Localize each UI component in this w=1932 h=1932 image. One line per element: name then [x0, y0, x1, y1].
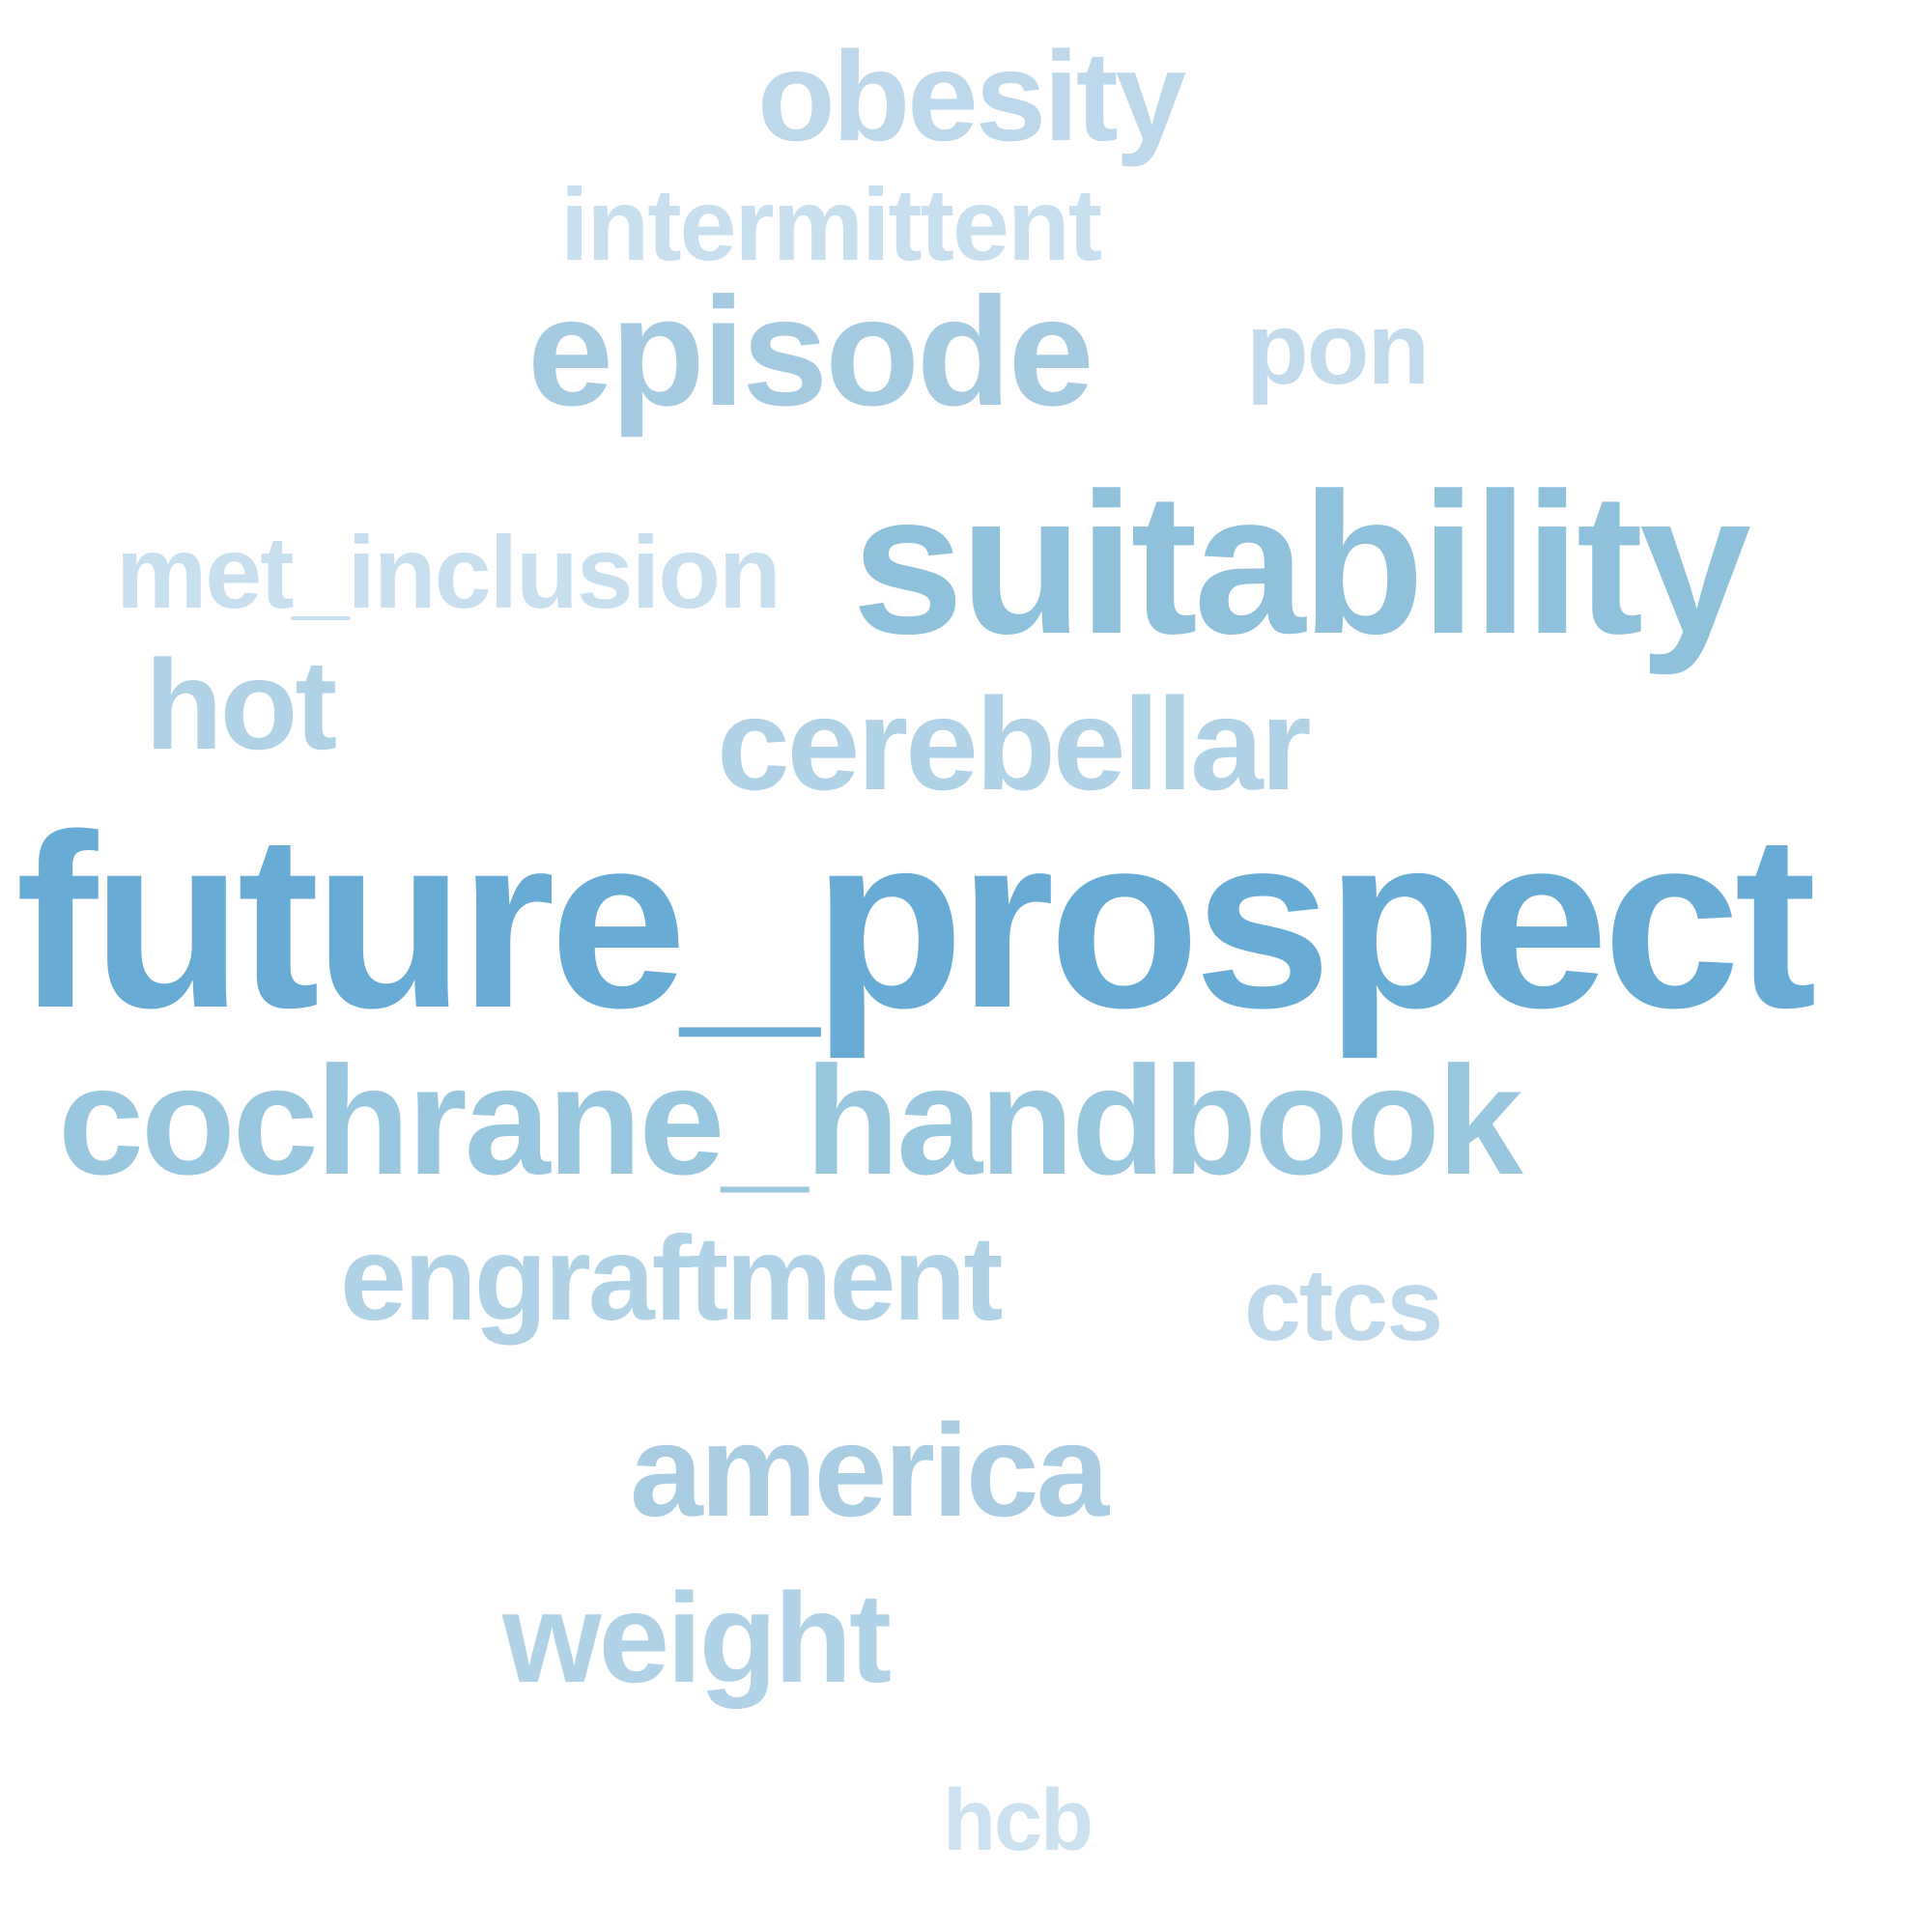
word-engraftment: engraftment — [340, 1212, 1004, 1346]
word-obesity: obesity — [757, 25, 1186, 167]
word-future-prospect: future_prospect — [15, 783, 1817, 1060]
word-intermittent: intermittent — [560, 168, 1102, 282]
word-pon: pon — [1246, 292, 1430, 406]
word-america: america — [630, 1397, 1109, 1544]
word-weight: weight — [502, 1567, 892, 1709]
word-met-inclusion: met_inclusion — [116, 516, 781, 630]
word-hot: hot — [145, 634, 337, 776]
word-hcb: hcb — [943, 1773, 1094, 1869]
word-episode: episode — [527, 265, 1094, 438]
word-cerebellar: cerebellar — [717, 670, 1312, 817]
word-suitability: suitability — [852, 452, 1751, 676]
word-ctcs: ctcs — [1244, 1248, 1443, 1362]
word-cochrane-handbook: cochrane_handbook — [58, 1034, 1523, 1207]
